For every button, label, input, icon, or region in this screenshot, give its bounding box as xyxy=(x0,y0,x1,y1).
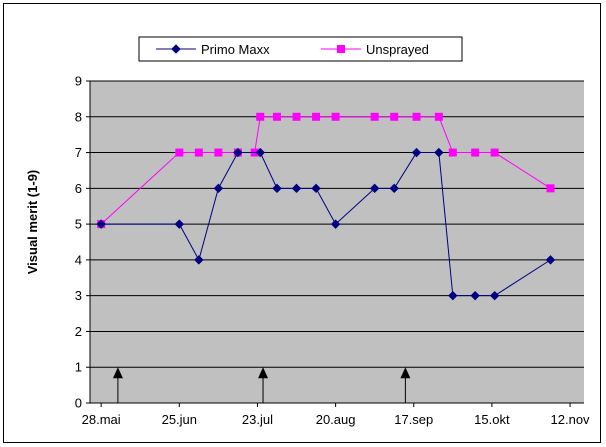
data-point xyxy=(448,290,458,301)
y-tick-label: 5 xyxy=(75,217,82,232)
data-point xyxy=(194,148,203,157)
data-point xyxy=(292,112,301,121)
x-tick-label: 23.jul xyxy=(242,412,273,427)
y-tick-label: 0 xyxy=(75,396,82,411)
plot-background xyxy=(90,81,584,403)
data-point xyxy=(490,148,499,157)
series-unsprayed xyxy=(97,112,555,229)
data-point xyxy=(272,183,282,194)
data-point xyxy=(412,112,421,121)
x-tick-label: 12.nov xyxy=(551,412,591,427)
data-point xyxy=(331,112,340,121)
arrow-head xyxy=(112,367,123,379)
data-point xyxy=(411,147,422,158)
data-point xyxy=(369,183,380,194)
annotations xyxy=(112,367,411,403)
legend-marker xyxy=(171,44,181,54)
y-tick-label: 7 xyxy=(75,145,82,160)
data-point xyxy=(256,112,265,121)
data-point xyxy=(96,219,106,229)
data-point xyxy=(311,183,321,194)
y-tick-label: 1 xyxy=(75,360,82,375)
y-axis-title: Visual merit (1-9) xyxy=(25,170,40,275)
legend-item: Unsprayed xyxy=(321,42,429,57)
x-tick-label: 17.sep xyxy=(394,412,433,427)
y-tick-label: 6 xyxy=(75,181,82,196)
data-point xyxy=(434,147,444,158)
y-tick-label: 8 xyxy=(75,109,82,124)
data-point xyxy=(174,219,185,229)
data-point xyxy=(370,112,379,121)
annotation-arrow xyxy=(112,367,123,403)
annotation-arrow xyxy=(258,367,269,403)
x-tick-label: 15.okt xyxy=(474,412,510,427)
y-tick-label: 2 xyxy=(75,324,82,339)
data-point xyxy=(434,112,443,121)
data-point xyxy=(291,183,302,194)
y-tick-label: 4 xyxy=(75,252,82,267)
series-primo-maxx xyxy=(96,147,556,301)
arrow-head xyxy=(258,367,269,379)
y-tick-label: 3 xyxy=(75,288,82,303)
data-point xyxy=(272,112,281,121)
x-tick-label: 28.mai xyxy=(82,412,121,427)
data-point xyxy=(489,290,500,301)
data-point xyxy=(448,148,457,157)
data-point xyxy=(175,148,184,157)
axes: 0 1 2 3 4 5 6 7 8 9 28.mai 25.jun 23.jul 20.aug 17.sep… xyxy=(75,74,590,428)
annotation-arrow xyxy=(400,367,411,403)
data-point xyxy=(214,148,223,157)
legend-marker xyxy=(337,45,345,53)
chart-frame: 0 1 2 3 4 5 6 7 8 9 28.mai 25.jun 23.jul 20.aug 17.sep… xyxy=(3,3,601,443)
legend: Primo Maxx Unsprayed xyxy=(138,36,463,62)
data-point xyxy=(194,255,204,265)
legend-label: Unsprayed xyxy=(366,42,429,57)
data-point xyxy=(389,183,399,194)
y-tick-label: 9 xyxy=(75,74,82,89)
data-point xyxy=(546,184,555,193)
legend-item: Primo Maxx xyxy=(156,42,270,57)
data-point xyxy=(545,255,556,265)
data-point xyxy=(213,183,224,194)
data-point xyxy=(233,147,243,158)
legend-label: Primo Maxx xyxy=(201,42,270,57)
x-tick-label: 25.jun xyxy=(162,412,197,427)
series-group xyxy=(96,112,556,301)
data-point xyxy=(312,112,321,121)
data-point xyxy=(471,148,480,157)
data-point xyxy=(390,112,399,121)
data-point xyxy=(470,290,480,301)
arrow-head xyxy=(400,367,411,379)
plot-area xyxy=(90,81,584,403)
data-point xyxy=(330,219,341,229)
line-chart: 0 1 2 3 4 5 6 7 8 9 28.mai 25.jun 23.jul 20.aug 17.sep… xyxy=(25,36,590,428)
data-point xyxy=(255,147,265,158)
x-tick-label: 20.aug xyxy=(316,412,356,427)
